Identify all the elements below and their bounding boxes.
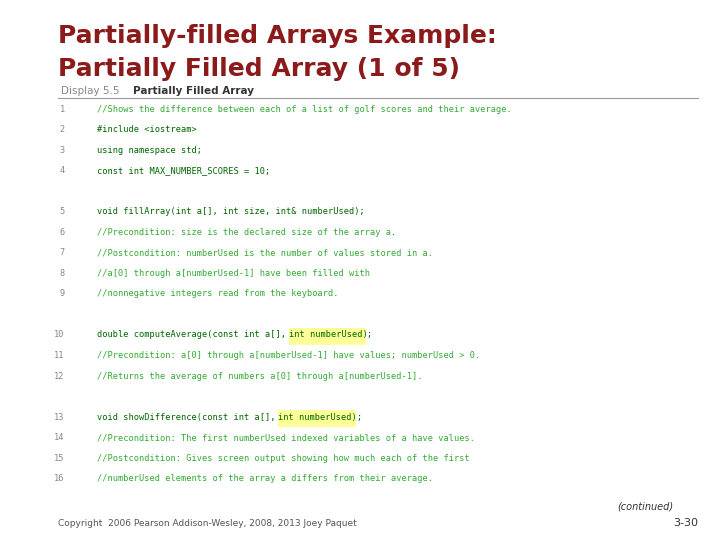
Text: 15: 15 [54, 454, 65, 463]
Text: 11: 11 [54, 351, 65, 360]
Text: //nonnegative integers read from the keyboard.: //nonnegative integers read from the key… [97, 289, 338, 299]
Text: int numberUsed): int numberUsed) [279, 413, 357, 422]
Text: 13: 13 [54, 413, 65, 422]
FancyBboxPatch shape [279, 410, 356, 427]
Text: 2: 2 [60, 125, 65, 134]
Text: 8: 8 [60, 269, 65, 278]
Text: //Precondition: a[0] through a[numberUsed-1] have values; numberUsed > 0.: //Precondition: a[0] through a[numberUse… [97, 351, 480, 360]
Text: void fillArray(int a[], int size, int& numberUsed);: void fillArray(int a[], int size, int& n… [97, 207, 365, 217]
Text: void showDifference(const int a[],: void showDifference(const int a[], [97, 413, 281, 422]
Text: 14: 14 [54, 433, 65, 442]
Text: 3-30: 3-30 [673, 518, 698, 528]
Text: 7: 7 [60, 248, 65, 258]
Text: double computeAverage(const int a[],: double computeAverage(const int a[], [97, 330, 292, 340]
Text: 3: 3 [60, 146, 65, 155]
Text: 16: 16 [54, 474, 65, 483]
Text: Partially Filled Array (1 of 5): Partially Filled Array (1 of 5) [58, 57, 459, 80]
Text: (continued): (continued) [617, 501, 673, 511]
Text: //Precondition: size is the declared size of the array a.: //Precondition: size is the declared siz… [97, 228, 397, 237]
Text: #include <iostream>: #include <iostream> [97, 125, 197, 134]
Text: 4: 4 [60, 166, 65, 176]
Text: Copyright  2006 Pearson Addison-Wesley, 2008, 2013 Joey Paquet: Copyright 2006 Pearson Addison-Wesley, 2… [58, 519, 356, 528]
Text: //a[0] through a[numberUsed-1] have been filled with: //a[0] through a[numberUsed-1] have been… [97, 269, 370, 278]
Text: const int MAX_NUMBER_SCORES = 10;: const int MAX_NUMBER_SCORES = 10; [97, 166, 271, 176]
Text: 10: 10 [54, 330, 65, 340]
Text: Display 5.5: Display 5.5 [61, 86, 120, 97]
Text: ;: ; [366, 330, 372, 340]
Text: //Shows the difference between each of a list of golf scores and their average.: //Shows the difference between each of a… [97, 105, 512, 114]
Text: using namespace std;: using namespace std; [97, 146, 202, 155]
FancyBboxPatch shape [289, 328, 366, 345]
Text: 12: 12 [54, 372, 65, 381]
Text: 6: 6 [60, 228, 65, 237]
Text: 1: 1 [60, 105, 65, 114]
Text: Partially Filled Array: Partially Filled Array [133, 86, 254, 97]
Text: //Returns the average of numbers a[0] through a[numberUsed-1].: //Returns the average of numbers a[0] th… [97, 372, 423, 381]
Text: 5: 5 [60, 207, 65, 217]
Text: ;: ; [356, 413, 361, 422]
Text: 9: 9 [60, 289, 65, 299]
Text: //Postcondition: numberUsed is the number of values stored in a.: //Postcondition: numberUsed is the numbe… [97, 248, 433, 258]
Text: int numberUsed): int numberUsed) [289, 330, 367, 340]
Text: //numberUsed elements of the array a differs from their average.: //numberUsed elements of the array a dif… [97, 474, 433, 483]
Text: Partially-filled Arrays Example:: Partially-filled Arrays Example: [58, 24, 496, 48]
Text: //Precondition: The first numberUsed indexed variables of a have values.: //Precondition: The first numberUsed ind… [97, 433, 475, 442]
Text: //Postcondition: Gives screen output showing how much each of the first: //Postcondition: Gives screen output sho… [97, 454, 470, 463]
